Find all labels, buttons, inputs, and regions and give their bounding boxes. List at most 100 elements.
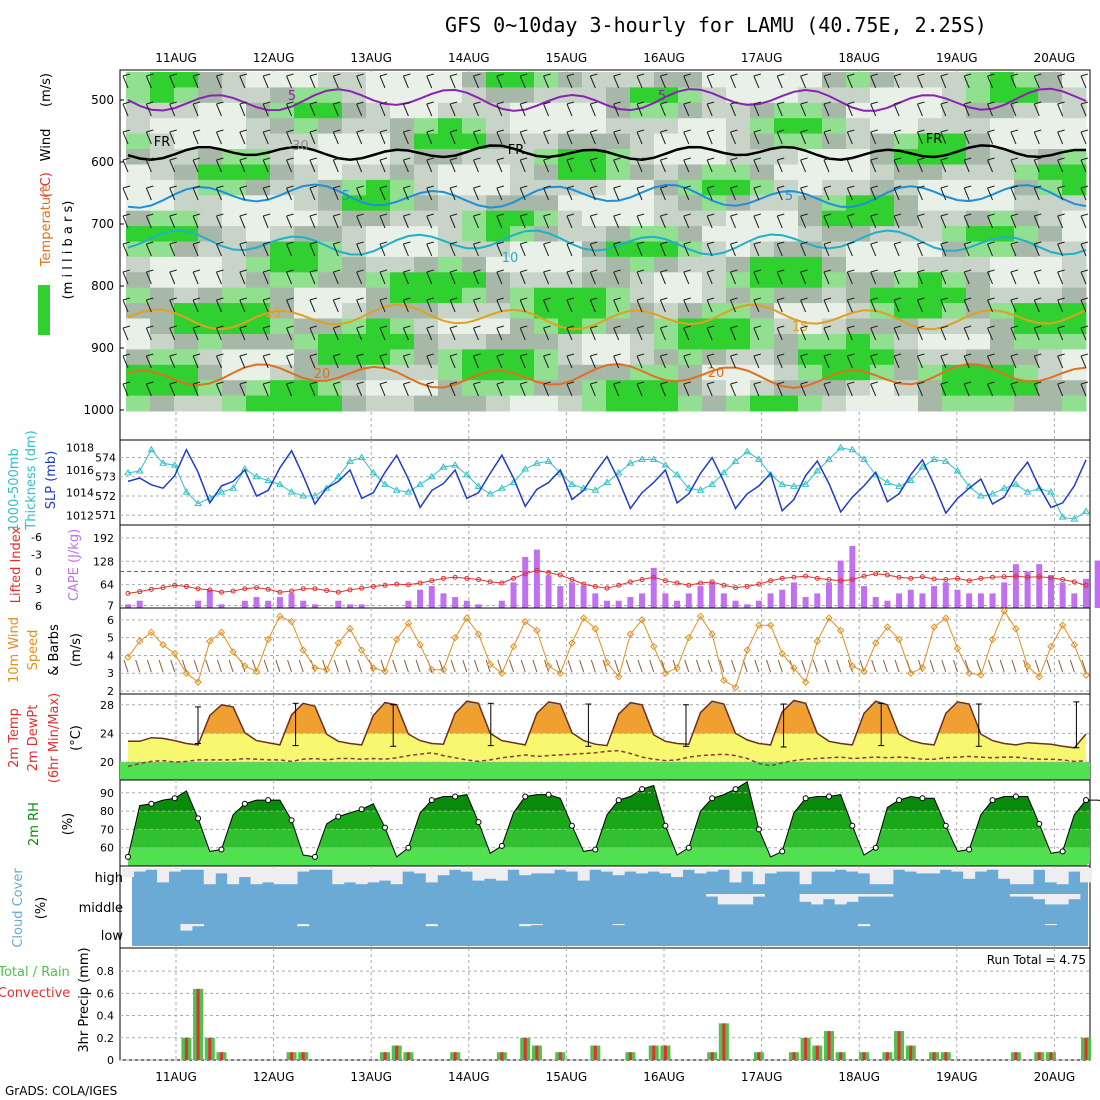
wind-barb bbox=[988, 659, 994, 673]
rh-shade-cell bbox=[174, 133, 199, 150]
wind-barb bbox=[1080, 355, 1087, 369]
wind-barb bbox=[812, 659, 818, 673]
wind-barb bbox=[145, 131, 152, 145]
rh-shade-cell bbox=[318, 133, 343, 150]
contour-label: 10 bbox=[502, 251, 519, 266]
li-point bbox=[394, 581, 400, 587]
rh-shade-cell bbox=[462, 133, 487, 150]
wind-barb-flag bbox=[566, 353, 575, 357]
rh-shade-cell bbox=[654, 72, 679, 88]
li-point bbox=[370, 583, 376, 589]
rh-shade-cell bbox=[726, 87, 751, 104]
rh-tick-label: 60 bbox=[100, 842, 114, 855]
wind-barb bbox=[1069, 659, 1075, 673]
rh-shade-cell bbox=[894, 287, 919, 304]
wind-barb bbox=[566, 383, 573, 397]
rh-shade-cell bbox=[198, 334, 223, 350]
wind-barb-flag bbox=[964, 269, 972, 273]
wind-barb bbox=[800, 75, 807, 89]
wind-barb-flag bbox=[870, 381, 878, 385]
rh-shade-cell bbox=[318, 364, 343, 381]
rh-shade-cell bbox=[414, 287, 439, 304]
rh-shade-cell bbox=[1038, 195, 1063, 212]
rh-shade-cell bbox=[486, 395, 511, 412]
cape-bar bbox=[1094, 560, 1100, 608]
wind-barb bbox=[589, 271, 596, 285]
rh-shade-cell bbox=[798, 118, 823, 135]
slp-tick-label: 1014 bbox=[66, 487, 94, 500]
wind-barb-flag bbox=[823, 101, 832, 105]
rh-shade-cell bbox=[942, 226, 967, 242]
wind-barb-flag bbox=[590, 297, 598, 301]
wind-barb bbox=[449, 243, 456, 257]
wind-barb-flag bbox=[473, 73, 481, 77]
rh-shade-cell bbox=[990, 133, 1015, 150]
rh-shade-cell bbox=[486, 195, 511, 212]
wind-barb-flag bbox=[286, 101, 294, 105]
li-point bbox=[978, 575, 984, 581]
wind-barb-flag bbox=[1057, 353, 1065, 357]
cloud-cell bbox=[145, 868, 158, 870]
rh-shade-cell bbox=[510, 210, 535, 227]
rh-shade-cell bbox=[270, 118, 295, 135]
wind-speed-point bbox=[661, 669, 670, 677]
rh-shade-cell bbox=[966, 195, 991, 212]
precip-convective-bar bbox=[558, 1052, 562, 1060]
li-point bbox=[324, 587, 330, 593]
credit-text: GrADS: COLA/IGES bbox=[5, 1084, 117, 1098]
wind-barb-flag bbox=[1010, 241, 1019, 245]
wind-barb-flag bbox=[122, 129, 131, 133]
wind-barb-flag bbox=[777, 381, 785, 385]
wind-barb bbox=[730, 383, 736, 397]
wind-barb-flag bbox=[543, 325, 551, 329]
rh-point bbox=[989, 797, 996, 804]
wind-barb-flag bbox=[309, 241, 318, 245]
wind-barb bbox=[893, 243, 900, 257]
rh-shade-cell bbox=[750, 256, 775, 273]
rh-shade-cell bbox=[270, 87, 295, 104]
rh-shade-cell bbox=[822, 272, 847, 289]
thickness-point bbox=[264, 476, 273, 484]
wind-barb bbox=[122, 327, 129, 341]
wind-speed-point bbox=[1035, 673, 1043, 681]
rh-shade-cell bbox=[198, 349, 223, 366]
wind-barb-flag bbox=[987, 381, 995, 385]
wind-barb-flag bbox=[823, 381, 832, 385]
wind-barb-flag bbox=[122, 73, 131, 77]
wind-barb bbox=[543, 103, 550, 117]
rh-shade-cell bbox=[534, 226, 559, 242]
wind-barb bbox=[776, 187, 783, 201]
wind-barb bbox=[940, 75, 947, 89]
rh-shade-cell bbox=[1014, 256, 1039, 273]
precip-tick-label: 0.6 bbox=[97, 987, 115, 1000]
wind-barb-flag bbox=[893, 353, 902, 357]
wind-barb-flag bbox=[286, 297, 294, 301]
rh-point bbox=[335, 813, 342, 820]
rh-shade-cell bbox=[246, 256, 271, 273]
cloud-cell bbox=[939, 868, 952, 870]
wind-barb-flag bbox=[566, 297, 575, 301]
axis-label-temp-units: (°C) bbox=[39, 172, 54, 198]
rh-shade-cell bbox=[270, 334, 295, 350]
precip-convective-bar bbox=[196, 988, 200, 1060]
thickness-point bbox=[299, 492, 308, 499]
thickness-point bbox=[1070, 515, 1079, 522]
thickness-point bbox=[918, 463, 927, 470]
wind-barb-flag bbox=[1034, 297, 1042, 301]
wind-barb bbox=[1010, 103, 1017, 117]
wind-barb bbox=[496, 299, 503, 313]
rh-shade-cell bbox=[486, 364, 511, 381]
li-point bbox=[359, 585, 365, 591]
wind-barb bbox=[192, 215, 199, 229]
rh-shade-cell bbox=[558, 226, 583, 242]
wind-barb bbox=[402, 131, 409, 145]
wind-barb-flag bbox=[940, 269, 948, 273]
wind-barb bbox=[379, 355, 386, 369]
rh-shade-cell bbox=[126, 380, 151, 397]
rh-point bbox=[1083, 797, 1089, 804]
wind-barb-flag bbox=[777, 213, 785, 217]
rh-tick-label: 90 bbox=[100, 787, 114, 800]
wind-barb-flag bbox=[543, 213, 551, 217]
wind-barb bbox=[473, 75, 479, 89]
wind-speed-point bbox=[463, 614, 471, 622]
